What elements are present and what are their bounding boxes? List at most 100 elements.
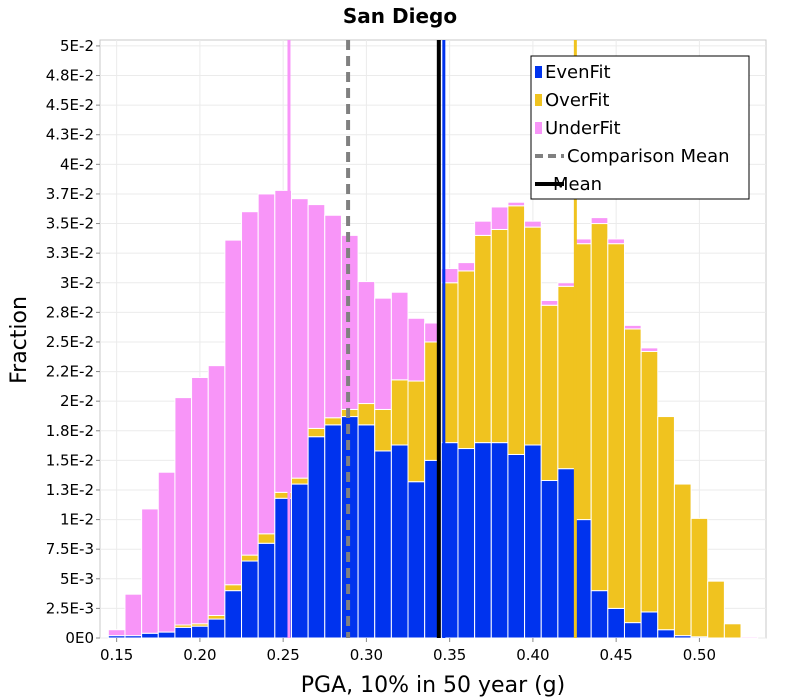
- bar-underfit: [141, 508, 159, 634]
- bar-evenfit: [374, 450, 392, 639]
- y-axis-title: Fraction: [7, 296, 32, 384]
- legend-swatch: [535, 94, 542, 106]
- legend-label: OverFit: [545, 90, 609, 111]
- y-tick-label: 1.8E-2: [46, 422, 94, 440]
- bar-evenfit: [191, 625, 209, 639]
- bar-evenfit: [157, 631, 176, 639]
- bar-evenfit: [390, 444, 409, 639]
- y-tick-label: 4E-2: [60, 155, 94, 173]
- bar-underfit: [241, 211, 259, 556]
- y-tick-label: 7.5E-3: [46, 540, 94, 558]
- bar-underfit: [490, 206, 509, 230]
- bar-overfit: [590, 223, 609, 592]
- bar-evenfit: [623, 622, 642, 639]
- bar-underfit: [623, 324, 642, 330]
- bar-underfit: [557, 282, 576, 287]
- bar-overfit: [607, 243, 625, 609]
- bar-evenfit: [457, 448, 476, 639]
- bar-underfit: [740, 636, 759, 639]
- legend-swatch: [535, 66, 542, 78]
- bar-evenfit: [324, 424, 342, 639]
- bar-overfit: [707, 580, 725, 639]
- bar-evenfit: [607, 607, 625, 639]
- legend-swatch: [535, 122, 542, 134]
- bar-overfit: [723, 623, 742, 639]
- bar-underfit: [257, 193, 276, 535]
- y-tick-label: 3.7E-2: [46, 185, 94, 203]
- bar-overfit: [673, 483, 692, 637]
- bar-underfit: [290, 198, 309, 479]
- bar-overfit: [640, 350, 659, 613]
- bar-underfit: [157, 471, 176, 633]
- legend-label: Mean: [553, 174, 602, 195]
- bar-evenfit: [540, 480, 559, 639]
- bar-overfit: [224, 584, 243, 592]
- x-tick-label: 0.50: [683, 646, 716, 664]
- bar-overfit: [690, 517, 709, 638]
- y-tick-label: 4.3E-2: [46, 126, 94, 144]
- bar-evenfit: [307, 436, 326, 639]
- bar-underfit: [324, 214, 342, 419]
- x-tick-label: 0.35: [433, 646, 466, 664]
- y-tick-label: 3.5E-2: [46, 215, 94, 233]
- y-tick-label: 3.3E-2: [46, 244, 94, 262]
- bar-evenfit: [290, 483, 309, 639]
- bar-evenfit: [357, 424, 376, 639]
- bar-overfit: [290, 477, 309, 485]
- bar-underfit: [374, 297, 392, 410]
- bar-underfit: [590, 217, 609, 225]
- bar-underfit: [407, 317, 426, 382]
- bar-underfit: [507, 201, 526, 207]
- y-tick-label: 4.8E-2: [46, 67, 94, 85]
- y-tick-label: 2.8E-2: [46, 303, 94, 321]
- bar-evenfit: [224, 590, 243, 639]
- bar-underfit: [574, 238, 592, 245]
- bar-underfit: [307, 204, 326, 429]
- y-tick-label: 4.5E-2: [46, 96, 94, 114]
- y-tick-label: 3E-2: [60, 274, 94, 292]
- legend-box: [530, 55, 750, 200]
- bar-overfit: [540, 304, 559, 482]
- bar-overfit: [324, 417, 342, 426]
- bar-overfit: [374, 408, 392, 452]
- bar-evenfit: [257, 542, 276, 639]
- bar-overfit: [507, 205, 526, 455]
- bar-evenfit: [557, 468, 576, 639]
- y-tick-label: 5E-3: [60, 570, 94, 588]
- bar-underfit: [524, 220, 542, 228]
- bar-underfit: [390, 291, 409, 381]
- y-tick-label: 1.3E-2: [46, 481, 94, 499]
- y-tick-label: 5E-2: [60, 37, 94, 55]
- x-tick-label: 0.30: [350, 646, 383, 664]
- x-tick-label: 0.45: [599, 646, 632, 664]
- bar-overfit: [490, 228, 509, 444]
- bar-underfit: [474, 220, 492, 236]
- bar-evenfit: [174, 626, 193, 639]
- bar-underfit: [640, 347, 659, 352]
- legend-label: EvenFit: [545, 62, 611, 83]
- bar-overfit: [524, 226, 542, 446]
- bar-underfit: [357, 281, 376, 405]
- bar-underfit: [540, 300, 559, 306]
- x-axis: 0.15 0.20 0.25 0.30 0.35 0.40 0.45 0.50: [100, 638, 716, 664]
- x-axis-title: PGA, 10% in 50 year (g): [301, 673, 565, 698]
- bar-evenfit: [657, 629, 675, 639]
- bar-overfit: [557, 285, 576, 470]
- x-tick-label: 0.25: [266, 646, 299, 664]
- bar-evenfit: [474, 442, 492, 639]
- x-tick-label: 0.40: [516, 646, 549, 664]
- bar-overfit: [257, 533, 276, 544]
- bar-evenfit: [590, 590, 609, 639]
- bar-underfit: [107, 629, 126, 637]
- bar-evenfit: [407, 481, 426, 639]
- bar-evenfit: [574, 519, 592, 639]
- bar-underfit: [224, 239, 243, 586]
- bar-evenfit: [241, 560, 259, 639]
- bar-overfit: [657, 416, 675, 631]
- x-tick-label: 0.20: [183, 646, 216, 664]
- bar-evenfit: [490, 442, 509, 639]
- y-tick-label: 2.5E-2: [46, 333, 94, 351]
- y-tick-label: 1.5E-2: [46, 451, 94, 469]
- bar-underfit: [607, 238, 625, 245]
